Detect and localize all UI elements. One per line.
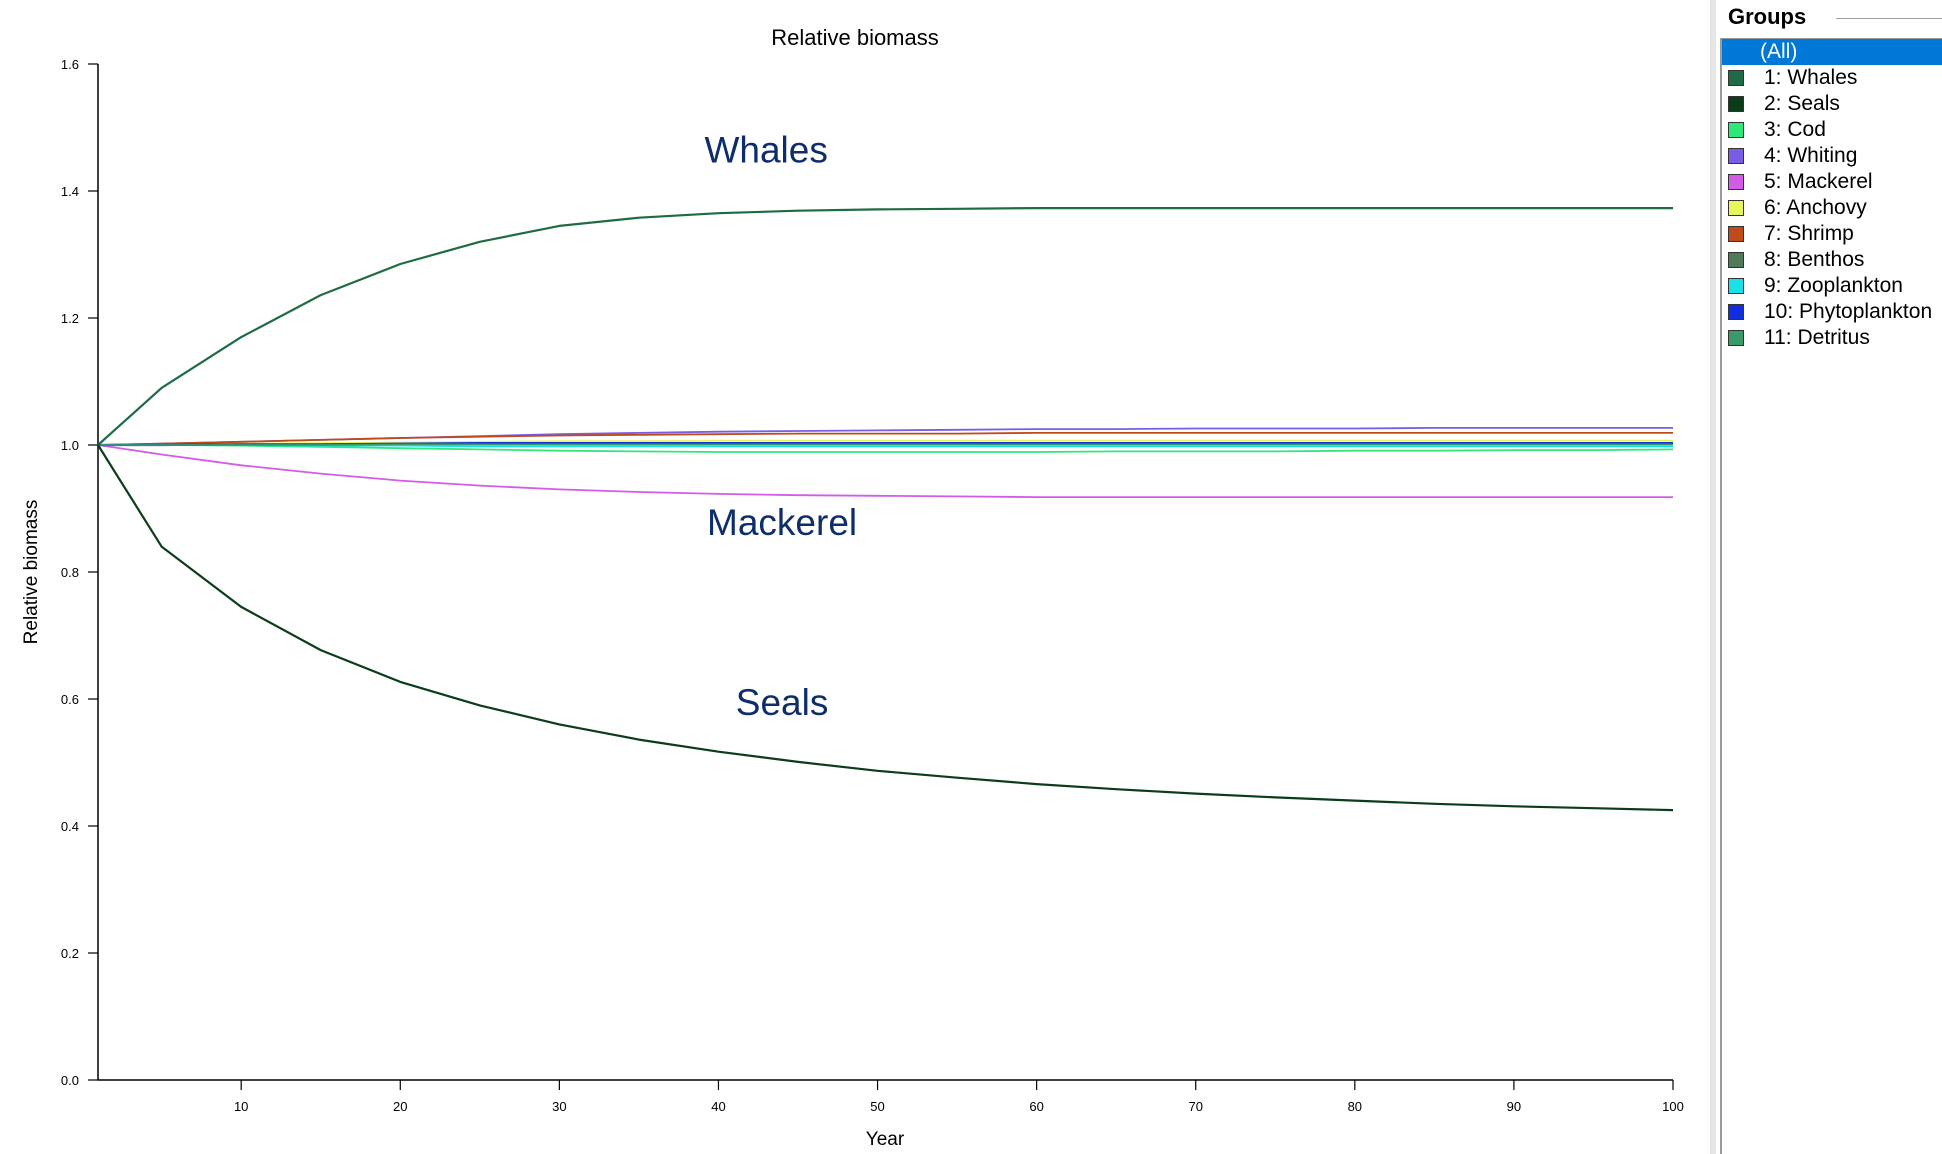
group-item-label: 9: Zooplankton xyxy=(1764,274,1903,297)
group-item-mackerel[interactable]: 5: Mackerel xyxy=(1722,169,1942,195)
chart-title: Relative biomass xyxy=(771,25,939,50)
group-item-detritus[interactable]: 11: Detritus xyxy=(1722,325,1942,351)
group-item-label: (All) xyxy=(1760,40,1798,63)
groups-header-rule xyxy=(1836,18,1942,19)
series-line-whales xyxy=(97,207,1673,446)
y-tick-label: 1.4 xyxy=(61,184,79,199)
series-group xyxy=(97,207,1674,812)
group-item-label: 4: Whiting xyxy=(1764,144,1858,167)
group-item-label: 7: Shrimp xyxy=(1764,222,1854,245)
group-item-seals[interactable]: 2: Seals xyxy=(1722,91,1942,117)
group-color-swatch xyxy=(1728,148,1744,164)
group-item-benthos[interactable]: 8: Benthos xyxy=(1722,247,1942,273)
group-item-label: 5: Mackerel xyxy=(1764,170,1873,193)
group-item-label: 2: Seals xyxy=(1764,92,1840,115)
series-line-mackerel xyxy=(97,444,1673,499)
y-tick-label: 0.4 xyxy=(61,819,79,834)
group-color-swatch xyxy=(1728,252,1744,268)
series-line-anchovy xyxy=(97,439,1673,446)
group-item-zooplankton[interactable]: 9: Zooplankton xyxy=(1722,273,1942,299)
x-tick-label: 100 xyxy=(1662,1099,1684,1114)
groups-panel: Groups (All) 1: Whales 2: Seals 3: Cod 4: Wh… xyxy=(1716,0,1942,1154)
group-item-label: 10: Phytoplankton xyxy=(1764,300,1933,323)
x-tick-label: 30 xyxy=(552,1099,566,1114)
annotation-whales: Whales xyxy=(704,129,827,170)
x-tick-label: 60 xyxy=(1029,1099,1043,1114)
chart-area: Relative biomass Year Relative biomass 0… xyxy=(21,25,1684,1150)
group-color-swatch xyxy=(1728,200,1744,216)
series-line-shrimp xyxy=(97,431,1673,446)
group-item-label: 3: Cod xyxy=(1764,118,1826,141)
group-item-shrimp[interactable]: 7: Shrimp xyxy=(1722,221,1942,247)
y-tick-label: 1.2 xyxy=(61,311,79,326)
group-item-label: 6: Anchovy xyxy=(1764,196,1867,219)
annotation-mackerel: Mackerel xyxy=(707,502,857,543)
series-line-cod xyxy=(98,444,1674,453)
group-color-swatch xyxy=(1728,330,1744,346)
x-tick-label: 70 xyxy=(1188,1099,1202,1114)
group-item-label: 8: Benthos xyxy=(1764,248,1865,271)
x-tick-label: 50 xyxy=(870,1099,884,1114)
group-color-swatch xyxy=(1728,174,1744,190)
x-tick-label: 80 xyxy=(1348,1099,1362,1114)
y-tick-label: 1.0 xyxy=(61,438,79,453)
group-color-swatch xyxy=(1728,96,1744,112)
y-tick-label: 0.0 xyxy=(61,1073,79,1088)
annotation-group: Whales Mackerel Seals xyxy=(704,129,857,722)
group-item-whales[interactable]: 1: Whales xyxy=(1722,65,1942,91)
annotation-seals: Seals xyxy=(736,682,829,723)
groups-header: Groups xyxy=(1728,4,1813,30)
y-tick-label: 0.8 xyxy=(61,565,79,580)
panel-splitter[interactable] xyxy=(1710,0,1716,1154)
group-color-swatch xyxy=(1728,226,1744,242)
relative-biomass-chart: Relative biomass Year Relative biomass 0… xyxy=(21,25,1684,1150)
group-color-swatch xyxy=(1728,122,1744,138)
x-tick-label: 90 xyxy=(1507,1099,1521,1114)
axes: 0.0 0.2 0.4 0.6 0.8 1.0 1.2 1.4 1.6 10 20 30 40 50 60 7… xyxy=(61,57,1684,1114)
group-item-all[interactable]: (All) xyxy=(1722,39,1942,65)
group-item-label: 11: Detritus xyxy=(1764,326,1870,349)
x-tick-label: 10 xyxy=(234,1099,248,1114)
groups-list[interactable]: (All) 1: Whales 2: Seals 3: Cod 4: Whiting 5:… xyxy=(1720,38,1942,1154)
x-axis-label: Year xyxy=(866,1129,905,1150)
y-axis-label: Relative biomass xyxy=(21,500,42,645)
x-tick-label: 40 xyxy=(711,1099,725,1114)
group-item-label: 1: Whales xyxy=(1764,66,1858,89)
y-tick-label: 0.6 xyxy=(61,692,79,707)
group-color-swatch xyxy=(1728,278,1744,294)
group-item-phytoplankton[interactable]: 10: Phytoplankton xyxy=(1722,299,1942,325)
group-item-whiting[interactable]: 4: Whiting xyxy=(1722,143,1942,169)
y-tick-label: 0.2 xyxy=(61,946,79,961)
group-color-swatch xyxy=(1728,304,1744,320)
x-tick-label: 20 xyxy=(393,1099,407,1114)
y-tick-label: 1.6 xyxy=(61,57,79,72)
series-line-seals xyxy=(97,444,1674,812)
group-item-cod[interactable]: 3: Cod xyxy=(1722,117,1942,143)
group-item-anchovy[interactable]: 6: Anchovy xyxy=(1722,195,1942,221)
series-line-detritus xyxy=(98,443,1673,446)
group-color-swatch xyxy=(1728,70,1744,86)
